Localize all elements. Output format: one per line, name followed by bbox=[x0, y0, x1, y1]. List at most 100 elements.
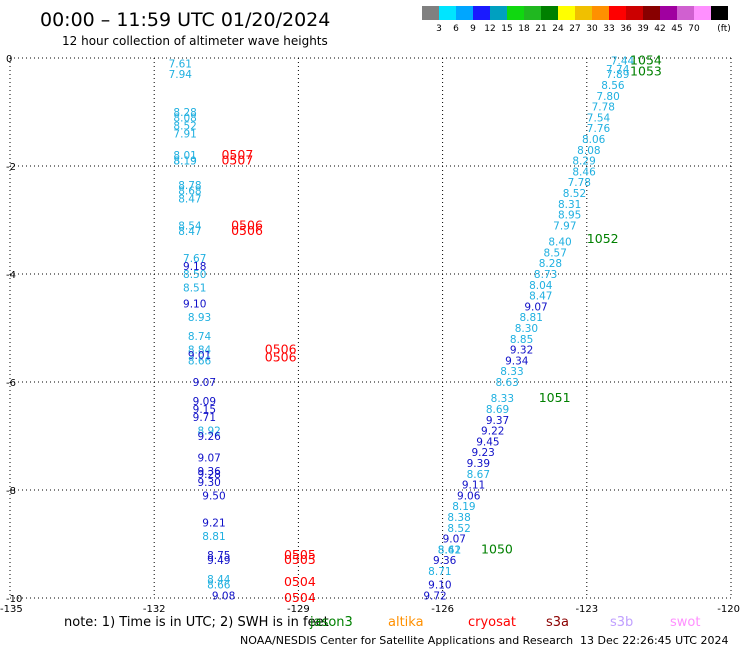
x-axis-ticks: -135 -132 -129 -126 -123 -120 bbox=[0, 604, 740, 615]
satellite-s3a: s3a bbox=[546, 615, 569, 630]
y-tick-label-4: -8 bbox=[6, 486, 16, 497]
wave-value-42: 7.44 bbox=[611, 56, 635, 68]
scale-label-13: 42 bbox=[654, 24, 665, 34]
wave-value-89: 9.36 bbox=[433, 555, 457, 567]
wave-value-57: 8.95 bbox=[558, 210, 581, 222]
wave-value-19: 8.93 bbox=[188, 312, 211, 324]
wave-value-38: 9.49 bbox=[207, 555, 230, 567]
wave-value-8: 8.19 bbox=[173, 156, 196, 168]
scale-label-8: 27 bbox=[569, 24, 580, 34]
wave-value-14: 7.67 bbox=[183, 253, 206, 265]
pass-time-label-0: 0507 bbox=[221, 147, 253, 162]
color-swatch-11 bbox=[609, 6, 626, 20]
wave-value-70: 9.34 bbox=[505, 355, 529, 367]
wave-value-5: 7.91 bbox=[173, 129, 196, 141]
scale-label-4: 15 bbox=[501, 24, 512, 34]
pass-time-label-2: 0506 bbox=[231, 217, 263, 232]
wave-value-30: 9.07 bbox=[197, 453, 220, 465]
wave-value-44: 7.89 bbox=[606, 69, 629, 81]
color-swatch-3 bbox=[473, 6, 490, 20]
color-swatch-5 bbox=[507, 6, 524, 20]
wave-value-3: 8.08 bbox=[173, 112, 196, 124]
chart-subtitle: 12 hour collection of altimeter wave hei… bbox=[62, 34, 328, 48]
wave-value-2: 8.28 bbox=[173, 107, 196, 119]
wave-value-63: 8.04 bbox=[529, 280, 553, 292]
color-swatch-2 bbox=[456, 6, 473, 20]
wave-value-88: 8.41 bbox=[438, 544, 461, 556]
satellite-altika: altika bbox=[388, 615, 424, 630]
wave-value-26: 9.15 bbox=[193, 404, 216, 416]
wave-value-18: 9.10 bbox=[183, 299, 206, 311]
wave-value-21: 8.84 bbox=[188, 345, 212, 357]
wave-value-43: 7.74 bbox=[606, 64, 630, 76]
x-tick-label-5: -120 bbox=[717, 604, 740, 615]
color-swatch-7 bbox=[541, 6, 558, 20]
pass-time-label-14: 1050 bbox=[481, 541, 513, 556]
chart-title: 00:00 – 11:59 UTC 01/20/2024 bbox=[40, 9, 330, 31]
wave-value-61: 8.28 bbox=[539, 258, 562, 270]
wave-value-74: 8.69 bbox=[486, 404, 509, 416]
pass-time-label-8: 0504 bbox=[284, 574, 316, 589]
wave-value-9: 8.78 bbox=[178, 180, 201, 192]
wave-value-33: 9.30 bbox=[197, 477, 220, 489]
wave-value-75: 9.37 bbox=[486, 415, 509, 427]
wave-value-16: 8.50 bbox=[183, 269, 206, 281]
wave-value-66: 8.81 bbox=[520, 312, 543, 324]
wave-value-46: 7.80 bbox=[596, 91, 619, 103]
color-swatch-4 bbox=[490, 6, 507, 20]
satellite-swot: swot bbox=[670, 615, 700, 630]
wave-value-48: 7.54 bbox=[587, 112, 611, 124]
wave-value-90: 8.71 bbox=[428, 566, 451, 578]
wave-value-17: 8.51 bbox=[183, 283, 206, 295]
wave-value-22: 9.01 bbox=[188, 350, 211, 362]
wave-value-78: 9.23 bbox=[471, 447, 494, 459]
wave-value-73: 8.33 bbox=[491, 393, 514, 405]
scale-label-14: 45 bbox=[671, 24, 682, 34]
wave-value-82: 9.06 bbox=[457, 490, 481, 502]
y-tick-label-3: -6 bbox=[6, 378, 16, 389]
wave-value-55: 8.52 bbox=[563, 188, 586, 200]
wave-value-71: 8.33 bbox=[500, 366, 523, 378]
wave-value-79: 9.39 bbox=[467, 458, 490, 470]
wave-value-35: 9.21 bbox=[202, 517, 225, 529]
wave-value-47: 7.78 bbox=[592, 102, 615, 114]
wave-value-80: 8.67 bbox=[467, 469, 490, 481]
wave-value-54: 7.78 bbox=[568, 177, 591, 189]
wave-value-36: 8.81 bbox=[202, 531, 225, 543]
wave-value-92: 9.72 bbox=[423, 590, 446, 602]
satellite-s3b: s3b bbox=[610, 615, 633, 630]
pass-time-label-6: 0505 bbox=[284, 547, 316, 562]
wave-value-13: 8.47 bbox=[178, 226, 201, 238]
plot-area: -135 -132 -129 -126 -123 -120 0 -2 -4 -6 -8 -10 7.… bbox=[0, 53, 740, 615]
pass-time-label-13: 1051 bbox=[539, 390, 571, 405]
wave-value-15: 9.18 bbox=[183, 261, 206, 273]
footer-note: note: 1) Time is in UTC; 2) SWH is in fe… bbox=[64, 615, 329, 630]
wave-value-12: 8.54 bbox=[178, 220, 202, 232]
wave-value-69: 9.32 bbox=[510, 345, 533, 357]
x-tick-label-0: -135 bbox=[0, 604, 23, 615]
wave-value-28: 8.92 bbox=[197, 426, 220, 438]
grid bbox=[9, 57, 732, 599]
x-tick-label-1: -132 bbox=[143, 604, 166, 615]
footer-timestamp: 13 Dec 22:26:45 UTC 2024 bbox=[580, 634, 728, 647]
y-tick-label-0: 0 bbox=[6, 54, 12, 65]
wave-value-6: 8.01 bbox=[173, 150, 196, 162]
wave-value-68: 8.85 bbox=[510, 334, 533, 346]
wave-value-20: 8.74 bbox=[188, 331, 212, 343]
wave-value-7: 8.19 bbox=[173, 156, 196, 168]
wave-height-points: 7.617.948.288.088.527.918.018.198.198.78… bbox=[169, 56, 635, 603]
scale-label-15: 70 bbox=[688, 24, 700, 34]
pass-time-label-11: 1053 bbox=[630, 64, 662, 79]
x-tick-label-2: -129 bbox=[287, 604, 310, 615]
wave-value-25: 9.09 bbox=[193, 396, 216, 408]
pass-time-label-1: 0507 bbox=[221, 153, 253, 168]
y-tick-label-5: -10 bbox=[6, 594, 22, 605]
wave-value-4: 8.52 bbox=[173, 121, 196, 133]
scale-label-3: 12 bbox=[484, 24, 495, 34]
wave-value-39: 8.44 bbox=[207, 574, 231, 586]
wave-value-10: 8.68 bbox=[178, 185, 201, 197]
wave-value-84: 8.38 bbox=[447, 512, 470, 524]
y-axis-ticks: 0 -2 -4 -6 -8 -10 bbox=[6, 54, 22, 605]
satellite-legend: jason3 altika cryosat s3a s3b swot bbox=[309, 615, 700, 630]
